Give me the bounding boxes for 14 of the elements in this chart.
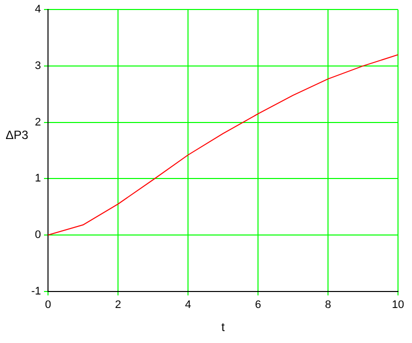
x-tick-label: 2 <box>114 299 122 312</box>
x-tick-label: 6 <box>254 299 262 312</box>
x-tick-label: 0 <box>44 299 52 312</box>
x-tick-label: 4 <box>184 299 192 312</box>
y-tick-label: 2 <box>34 116 41 128</box>
y-tick-label: 3 <box>34 60 41 72</box>
y-tick-label: -1 <box>31 285 41 298</box>
x-tick-label: 8 <box>324 299 332 312</box>
y-tick-label: 0 <box>34 229 41 242</box>
y-axis-title: ΔP3 <box>6 128 29 142</box>
x-axis-title: t <box>221 320 226 334</box>
x-tick-label: 10 <box>392 299 404 312</box>
y-tick-label: 1 <box>34 172 41 185</box>
y-tick-label: 4 <box>34 4 41 16</box>
